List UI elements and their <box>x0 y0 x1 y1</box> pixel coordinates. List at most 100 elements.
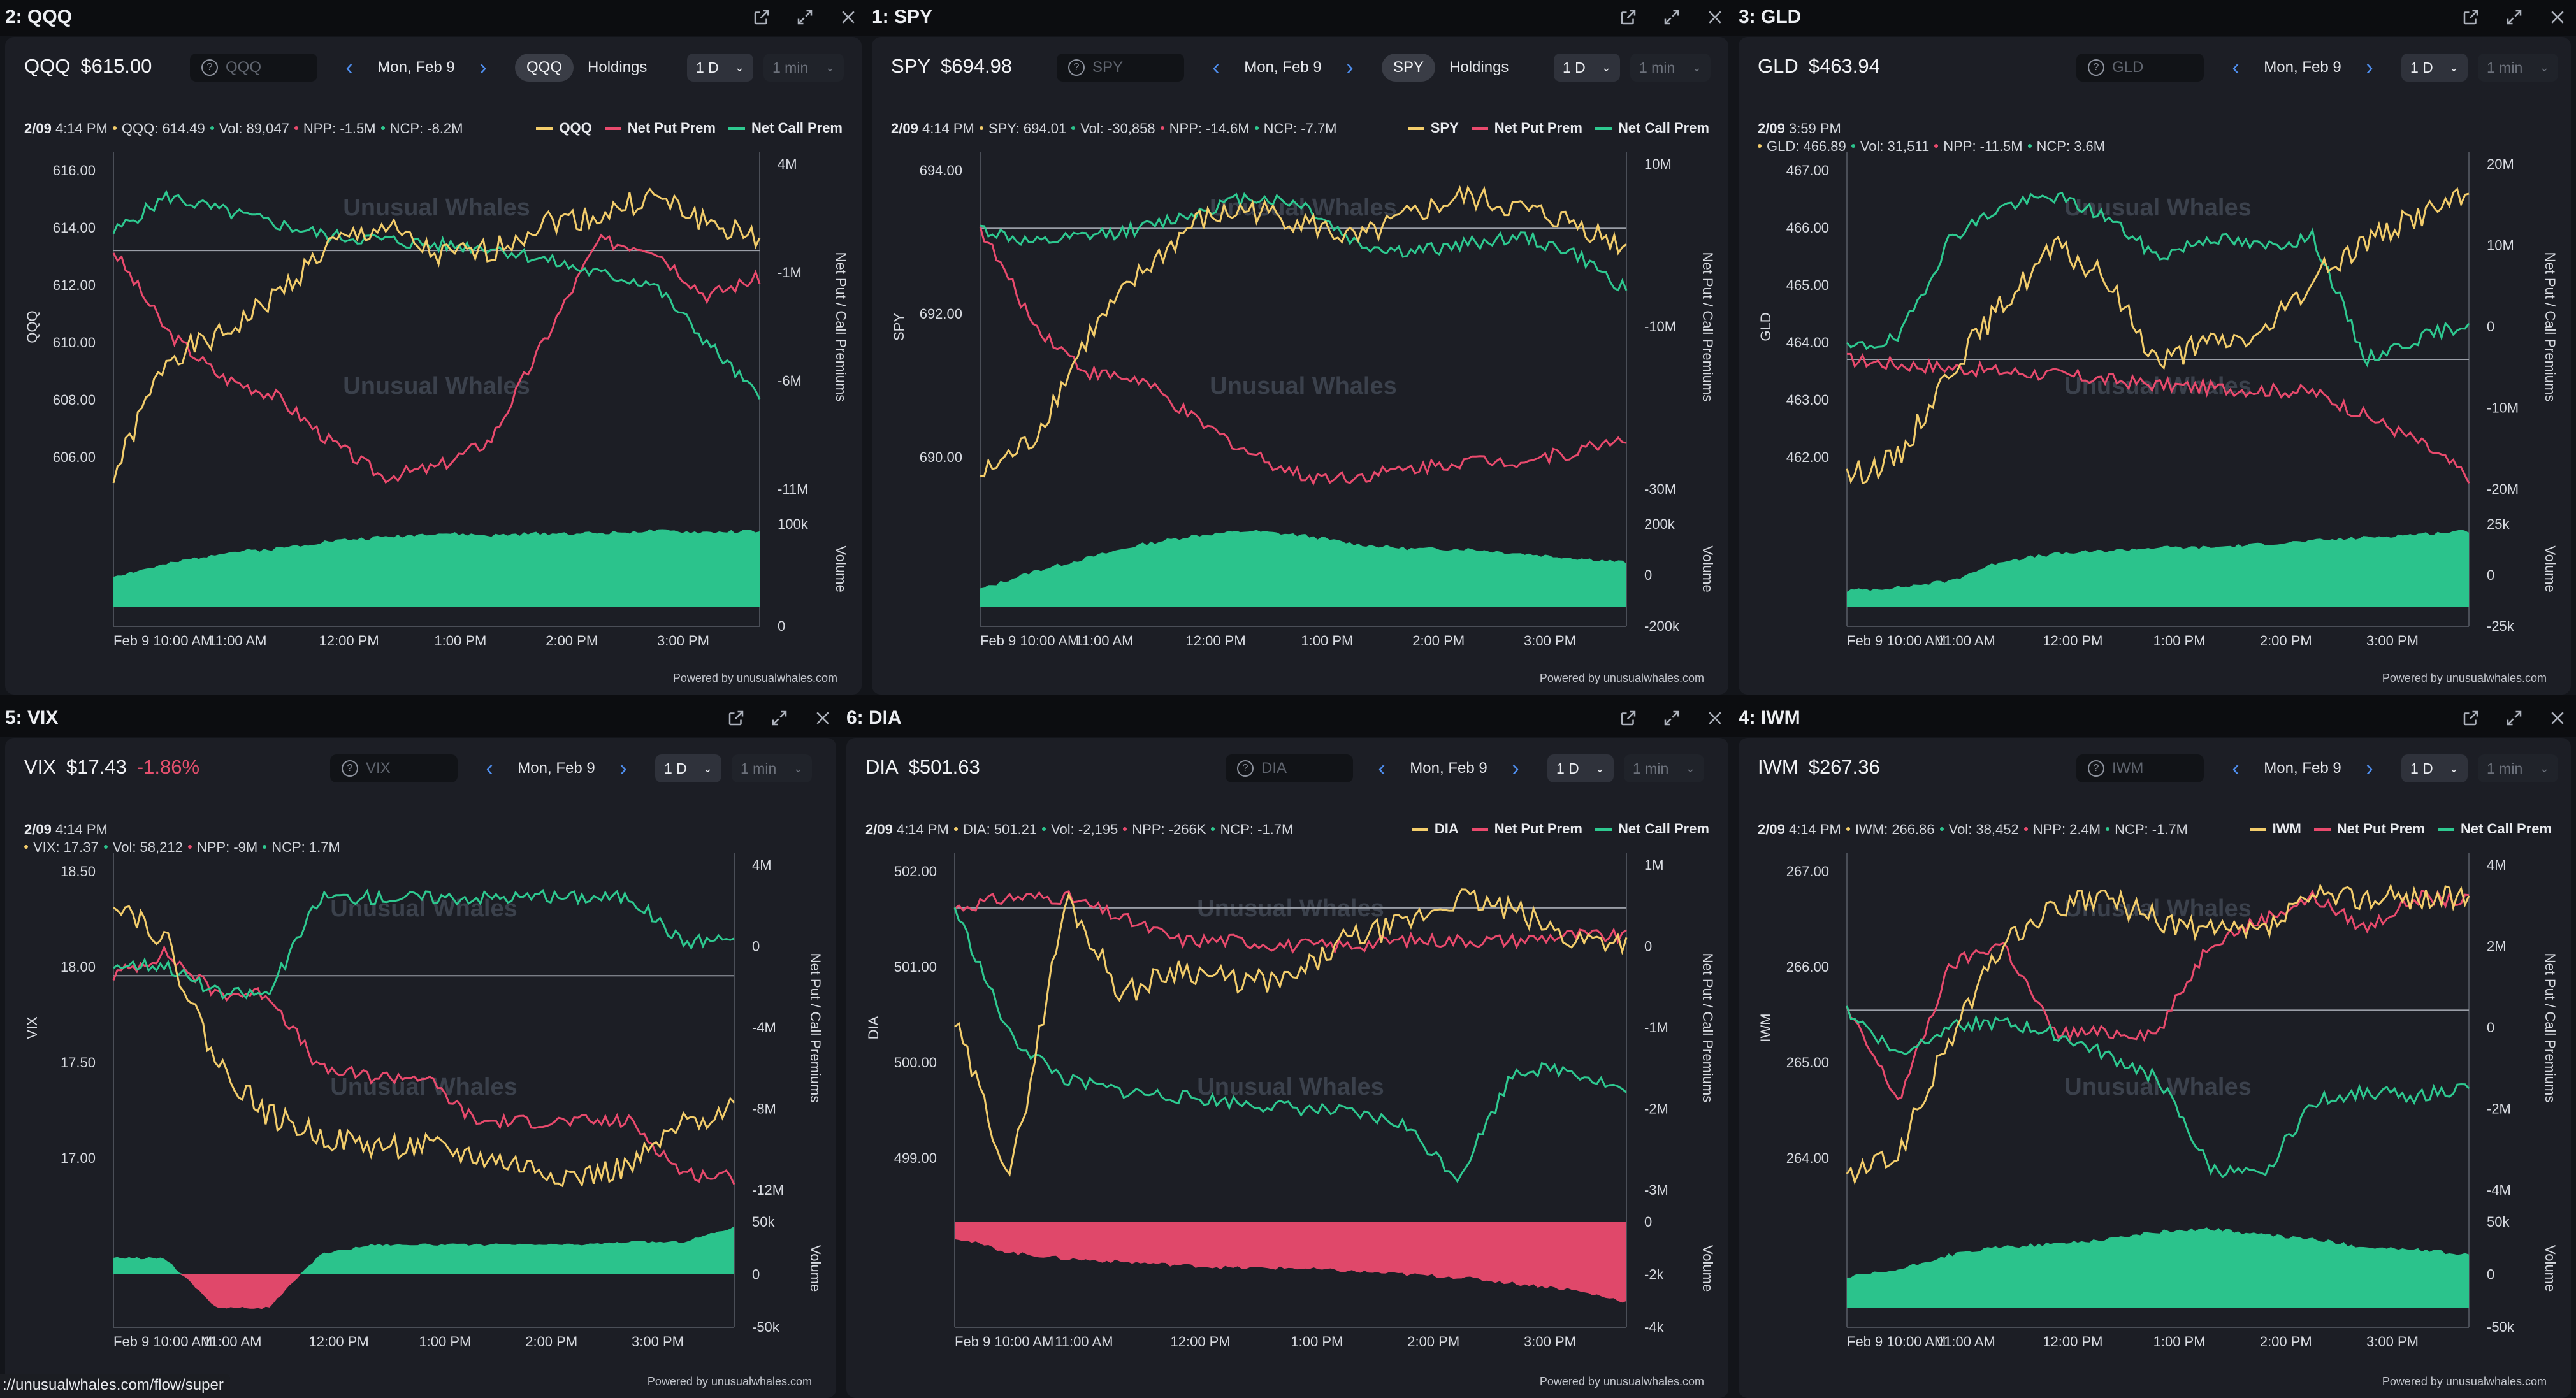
symbol-search-input[interactable]: ? IWM <box>2076 754 2204 782</box>
left-tick-label: 467.00 <box>1786 162 1829 178</box>
date-label[interactable]: Mon, Feb 9 <box>1410 760 1487 777</box>
range-select[interactable]: 1 D ⌄ <box>1547 754 1614 782</box>
chevron-right-icon[interactable]: › <box>2366 55 2373 80</box>
legend-swatch <box>1595 127 1612 131</box>
expand-icon[interactable] <box>795 8 814 27</box>
chevron-left-icon[interactable]: ‹ <box>1378 756 1386 781</box>
date-label[interactable]: Mon, Feb 9 <box>2264 59 2341 76</box>
chevron-left-icon[interactable]: ‹ <box>345 55 353 80</box>
powered-by[interactable]: Powered by unusualwhales.com <box>1539 672 1704 684</box>
close-icon[interactable] <box>839 8 858 27</box>
range-select[interactable]: 1 D ⌄ <box>1554 54 1620 82</box>
chevron-left-icon[interactable]: ‹ <box>1212 55 1220 80</box>
external-link-icon[interactable] <box>727 709 746 728</box>
close-icon[interactable] <box>2548 8 2567 27</box>
date-navigator: ‹ Mon, Feb 9 › <box>477 754 636 782</box>
date-label[interactable]: Mon, Feb 9 <box>2264 760 2341 777</box>
symbol-search-input[interactable]: ? DIA <box>1226 754 1353 782</box>
symbol-search-input[interactable]: ? SPY <box>1057 54 1184 82</box>
external-link-icon[interactable] <box>1619 8 1638 27</box>
range-select[interactable]: 1 D ⌄ <box>687 54 753 82</box>
panel-dia: 6: DIA DIA $501.63? DIA ‹ Mon, Feb 9 › 1 D ⌄ 1 mi… <box>841 701 1733 1398</box>
ticker-price: $694.98 <box>941 55 1013 77</box>
info-dot <box>294 126 298 131</box>
chevron-down-icon: ⌄ <box>2449 61 2459 74</box>
chevron-right-icon[interactable]: › <box>1512 756 1519 781</box>
interval-select[interactable]: 1 min ⌄ <box>2478 754 2558 782</box>
range-select[interactable]: 1 D ⌄ <box>2401 54 2468 82</box>
chevron-down-icon: ⌄ <box>1685 761 1695 775</box>
range-value: 1 D <box>664 760 687 777</box>
symbol-search-input[interactable]: ? QQQ <box>190 54 317 82</box>
close-icon[interactable] <box>1705 709 1725 728</box>
chevron-right-icon[interactable]: › <box>619 756 627 781</box>
info-value: SPY: 694.01 <box>988 120 1067 136</box>
watermark-text: Unusual Whales <box>1197 1074 1384 1100</box>
external-link-icon[interactable] <box>752 8 771 27</box>
toggle-spy[interactable]: SPY <box>1382 54 1436 82</box>
price-premium-chart[interactable]: Unusual Whales Unusual Whales 616.00 614.00… <box>5 37 862 695</box>
interval-select[interactable]: 1 min ⌄ <box>1630 54 1711 82</box>
legend-label: Net Put Prem <box>627 120 716 136</box>
symbol-search-input[interactable]: ? VIX <box>330 754 458 782</box>
ticker-header: DIA $501.63 <box>865 756 980 779</box>
price-premium-chart[interactable]: Unusual Whales Unusual Whales 502.00 501.00… <box>846 738 1728 1398</box>
close-icon[interactable] <box>1705 8 1725 27</box>
symbol-search-input[interactable]: ? GLD <box>2076 54 2204 82</box>
expand-icon[interactable] <box>1662 8 1681 27</box>
volume-tick-label: 100k <box>778 516 809 532</box>
price-premium-chart[interactable]: Unusual Whales Unusual Whales 18.50 18.00 17… <box>5 738 836 1398</box>
range-select[interactable]: 1 D ⌄ <box>655 754 721 782</box>
legend-label: Net Put Prem <box>2336 821 2425 837</box>
date-label[interactable]: Mon, Feb 9 <box>377 59 455 76</box>
external-link-icon[interactable] <box>1619 709 1638 728</box>
close-icon[interactable] <box>2548 709 2567 728</box>
time-tick-label: 12:00 PM <box>1171 1334 1231 1350</box>
powered-by[interactable]: Powered by unusualwhales.com <box>672 672 837 684</box>
view-toggle: SPY Holdings <box>1382 54 1523 82</box>
time-tick-label: 11:00 AM <box>208 633 266 649</box>
close-icon[interactable] <box>813 709 832 728</box>
info-date: 2/09 <box>865 821 893 837</box>
expand-icon[interactable] <box>1662 709 1681 728</box>
range-select[interactable]: 1 D ⌄ <box>2401 754 2468 782</box>
chevron-left-icon[interactable]: ‹ <box>2232 55 2240 80</box>
left-tick-label: 466.00 <box>1786 220 1829 236</box>
powered-by[interactable]: Powered by unusualwhales.com <box>647 1375 812 1388</box>
info-value: NPP: -9M <box>196 839 258 855</box>
interval-select[interactable]: 1 min ⌄ <box>1624 754 1704 782</box>
time-tick-label: 11:00 AM <box>1937 1334 1995 1350</box>
powered-by[interactable]: Powered by unusualwhales.com <box>1539 1375 1704 1388</box>
chevron-right-icon[interactable]: › <box>1346 55 1354 80</box>
date-label[interactable]: Mon, Feb 9 <box>1244 59 1322 76</box>
legend-item: Net Put Prem <box>2313 821 2425 837</box>
expand-icon[interactable] <box>2505 8 2524 27</box>
expand-icon[interactable] <box>770 709 789 728</box>
chevron-left-icon[interactable]: ‹ <box>2232 756 2240 781</box>
legend-label: Net Call Prem <box>2460 821 2552 837</box>
legend-label: Net Put Prem <box>1494 821 1582 837</box>
external-link-icon[interactable] <box>2461 8 2480 27</box>
right-tick-label: -2M <box>1644 1101 1668 1117</box>
toggle-qqq[interactable]: QQQ <box>515 54 574 82</box>
volume-tick-label: -50k <box>752 1319 780 1335</box>
interval-select[interactable]: 1 min ⌄ <box>732 754 812 782</box>
expand-icon[interactable] <box>2505 709 2524 728</box>
powered-by[interactable]: Powered by unusualwhales.com <box>2382 672 2547 684</box>
chevron-right-icon[interactable]: › <box>2366 756 2373 781</box>
chevron-left-icon[interactable]: ‹ <box>486 756 493 781</box>
interval-select[interactable]: 1 min ⌄ <box>2478 54 2558 82</box>
toggle-holdings[interactable]: Holdings <box>588 59 648 76</box>
chevron-right-icon[interactable]: › <box>479 55 487 80</box>
time-tick-label: 2:00 PM <box>546 633 598 649</box>
external-link-icon[interactable] <box>2461 709 2480 728</box>
interval-select[interactable]: 1 min ⌄ <box>763 54 844 82</box>
date-label[interactable]: Mon, Feb 9 <box>517 760 595 777</box>
toggle-holdings[interactable]: Holdings <box>1449 59 1509 76</box>
info-dot <box>1160 126 1164 131</box>
watermark-text: Unusual Whales <box>2064 373 2252 400</box>
powered-by[interactable]: Powered by unusualwhales.com <box>2382 1375 2547 1388</box>
